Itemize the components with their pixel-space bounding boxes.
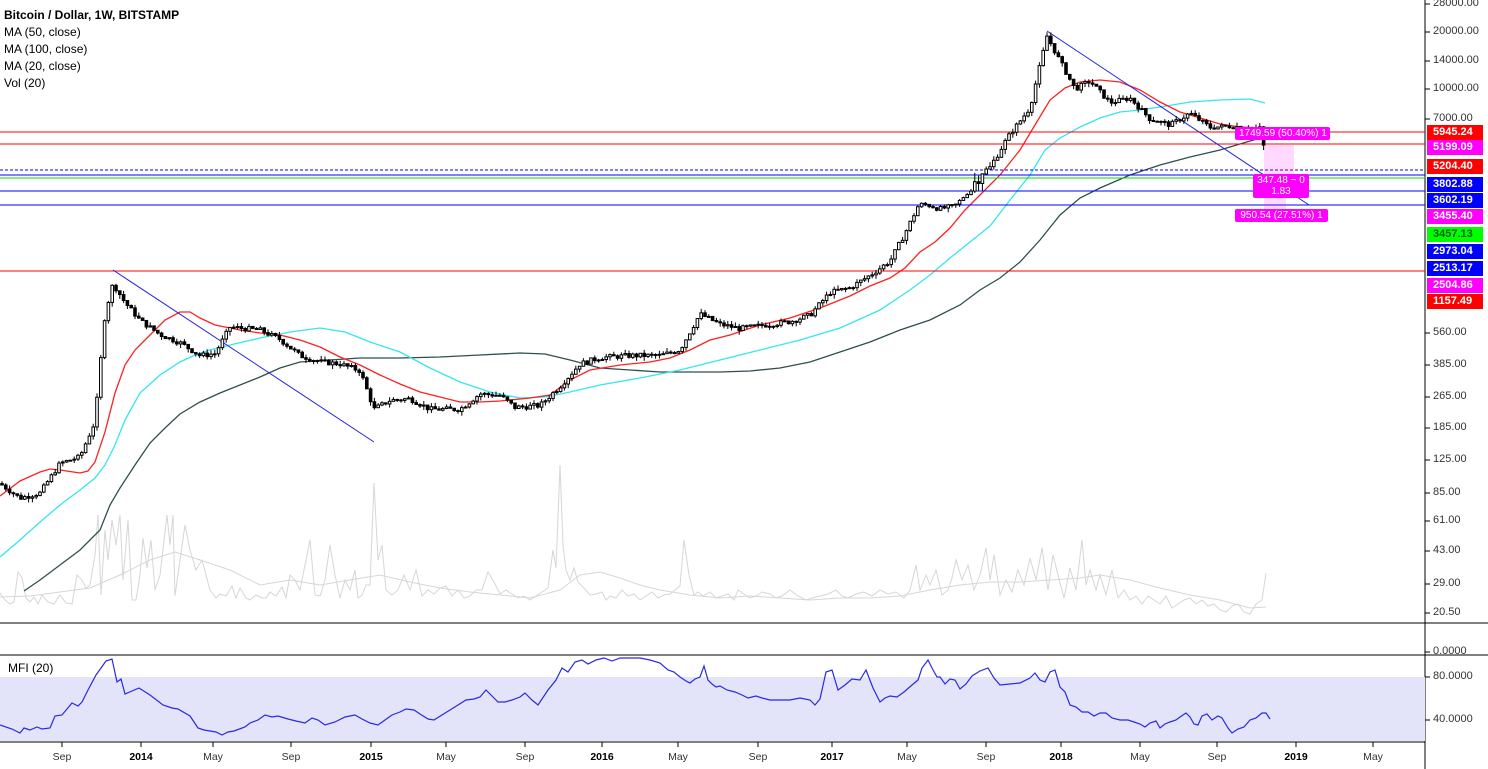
mfi-line: [0, 657, 1271, 736]
price-tick-label: 385.00: [1433, 358, 1467, 370]
ma100-line: [23, 135, 1269, 592]
price-level-badge: 3457.13: [1427, 227, 1483, 242]
horizontal-levels[interactable]: [0, 131, 1425, 272]
time-tick-label: Sep: [976, 751, 996, 763]
price-level-badge: 2513.17: [1427, 261, 1483, 276]
time-tick-label: May: [1363, 751, 1383, 763]
price-tick-label: 125.00: [1433, 453, 1467, 465]
price-tick-label: 85.00: [1433, 486, 1461, 498]
mfi-tick-label: 0.0000: [1433, 645, 1467, 657]
price-tick-label: 43.00: [1433, 544, 1461, 556]
price-tick-label: 560.00: [1433, 326, 1467, 338]
ma50-line: [0, 98, 1266, 558]
price-tick-label: 14000.00: [1433, 54, 1479, 66]
indicator-volume[interactable]: Vol (20): [4, 76, 46, 90]
time-tick-label: Sep: [748, 751, 768, 763]
time-tick-label: 2019: [1284, 751, 1308, 763]
time-tick-label: 2015: [359, 751, 383, 763]
price-tick-label: 61.00: [1433, 514, 1461, 526]
price-level-badge: 2504.86: [1427, 278, 1483, 293]
symbol-title[interactable]: Bitcoin / Dollar, 1W, BITSTAMP: [4, 8, 180, 22]
price-tick-label: 29.00: [1433, 577, 1461, 589]
price-level-badge: 3455.40: [1427, 209, 1483, 224]
price-tick-label: 7000.00: [1433, 112, 1473, 124]
measurement-label[interactable]: 1749.59 (50.40%) 1: [1235, 127, 1330, 140]
time-tick-label: 2018: [1049, 751, 1073, 763]
price-tick-label: 28000.00: [1433, 0, 1479, 9]
time-tick-label: Sep: [1207, 751, 1227, 763]
price-axis-ticks: [1425, 3, 1430, 721]
time-axis-ticks: [61, 742, 1374, 747]
mfi-tick-label: 80.0000: [1433, 670, 1473, 682]
measurement-label[interactable]: 950.54 (27.51%) 1: [1235, 209, 1328, 222]
time-tick-label: May: [897, 751, 917, 763]
indicator-ma20[interactable]: MA (20, close): [4, 59, 81, 73]
ma20-line: [0, 79, 1266, 497]
mfi-indicator-label[interactable]: MFI (20): [8, 661, 54, 675]
price-tick-label: 185.00: [1433, 421, 1467, 433]
price-tick-label: 10000.00: [1433, 82, 1479, 94]
chart-legend: Bitcoin / Dollar, 1W, BITSTAMP MA (50, c…: [4, 7, 179, 92]
measurement-label[interactable]: 347.48 ~ 0 1.83: [1253, 174, 1309, 198]
price-tick-label: 20.50: [1433, 606, 1461, 618]
candlestick-series: [0, 32, 1266, 503]
time-tick-label: Sep: [52, 751, 72, 763]
price-tick-label: 20000.00: [1433, 25, 1479, 37]
time-tick-label: May: [436, 751, 456, 763]
time-tick-label: Sep: [515, 751, 535, 763]
time-tick-label: 2017: [820, 751, 844, 763]
time-tick-label: May: [668, 751, 688, 763]
time-tick-label: 2016: [590, 751, 614, 763]
time-tick-label: May: [1130, 751, 1150, 763]
time-tick-label: May: [203, 751, 223, 763]
indicator-ma50[interactable]: MA (50, close): [4, 25, 81, 39]
price-level-badge: 3602.19: [1427, 193, 1483, 208]
price-level-badge: 5199.09: [1427, 140, 1483, 155]
trendline-2014[interactable]: [112, 269, 375, 443]
price-tick-label: 265.00: [1433, 390, 1467, 402]
price-level-badge: 5945.24: [1427, 125, 1483, 140]
price-level-badge: 3802.88: [1427, 177, 1483, 192]
price-level-badge: 1157.49: [1427, 294, 1483, 309]
volume-series: [0, 464, 1267, 615]
time-tick-label: 2014: [129, 751, 153, 763]
measure-shade-1: [1264, 145, 1294, 175]
indicator-ma100[interactable]: MA (100, close): [4, 42, 88, 56]
price-level-badge: 5204.40: [1427, 159, 1483, 174]
time-tick-label: Sep: [281, 751, 301, 763]
price-level-badge: 2973.04: [1427, 244, 1483, 259]
mfi-tick-label: 40.0000: [1433, 713, 1473, 725]
